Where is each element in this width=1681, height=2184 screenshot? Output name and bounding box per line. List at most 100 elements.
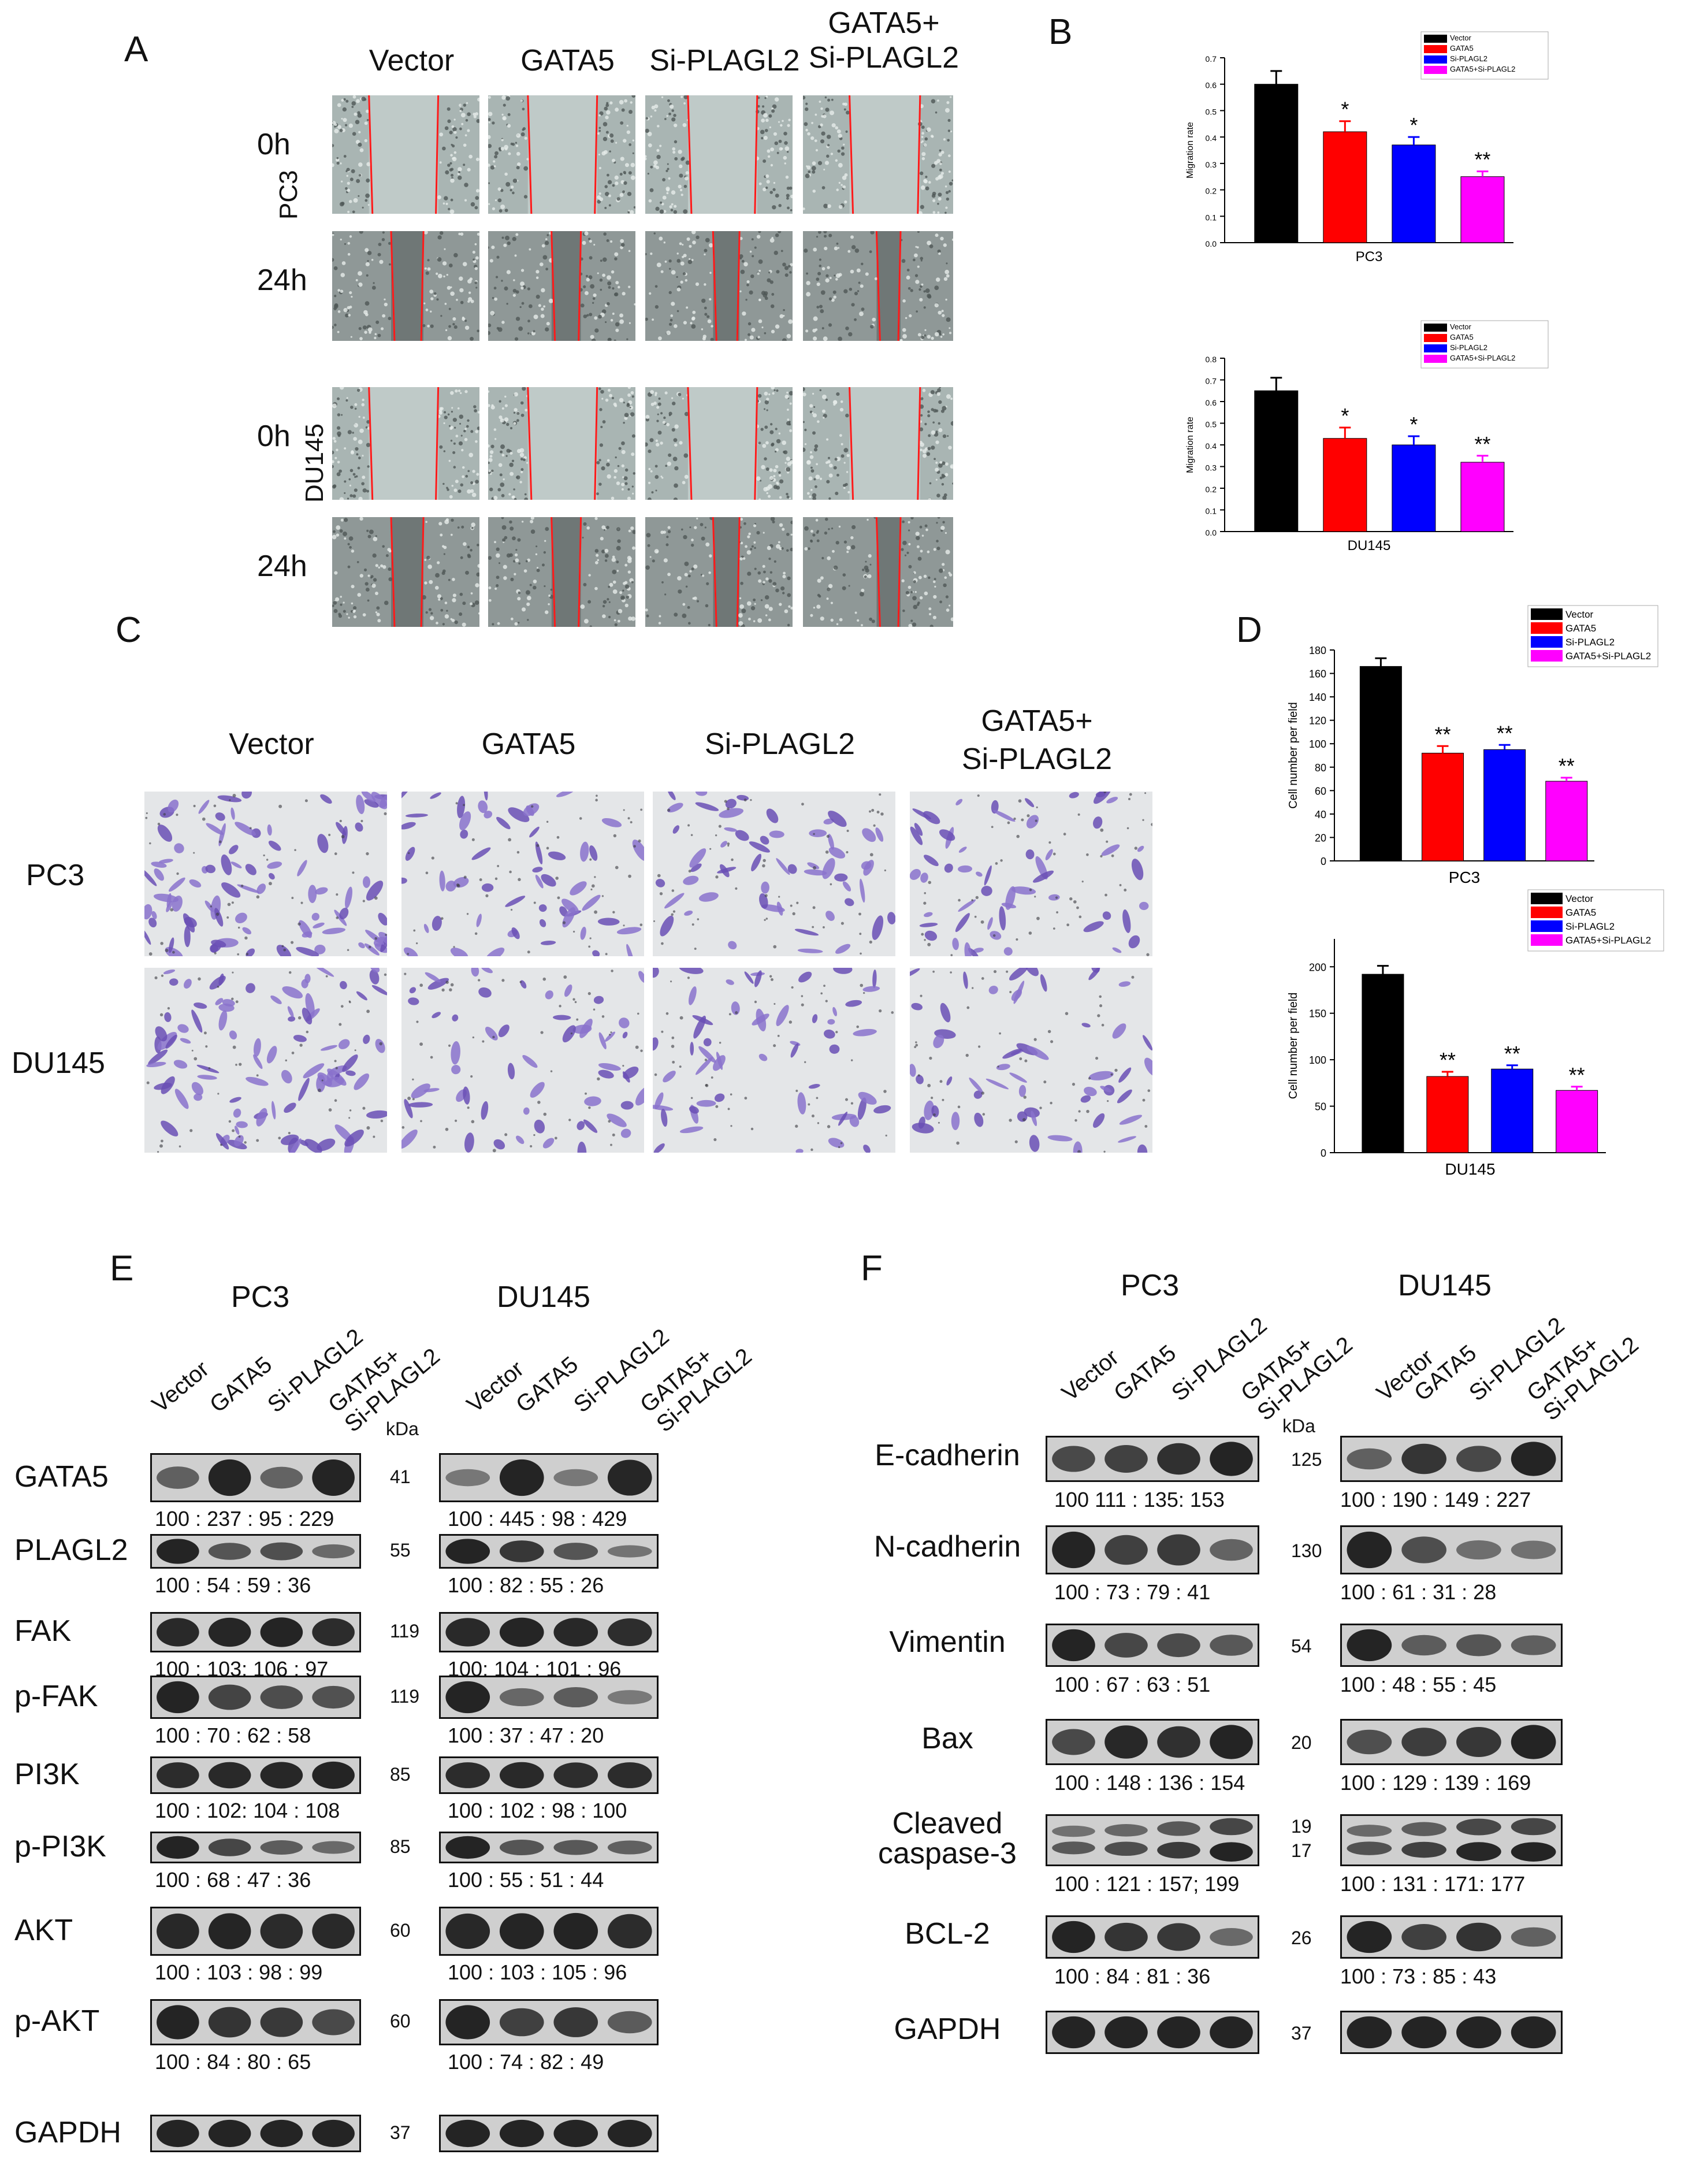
protein-label: p-PI3K <box>14 1829 106 1863</box>
kda-value: 130 <box>1291 1540 1322 1561</box>
densitometry-values: 100 : 131 : 171: 177 <box>1340 1872 1526 1896</box>
y-axis-label: Migration rate <box>1185 122 1195 179</box>
timepoint-label: 24h <box>257 549 307 583</box>
blot-strip <box>1046 1814 1259 1866</box>
significance-mark: * <box>1409 413 1418 436</box>
lane-label: GATA5 <box>1109 1340 1181 1406</box>
legend-entry: GATA5+Si-PLAGL2 <box>1565 651 1651 662</box>
bar <box>1323 438 1367 532</box>
blot-strip <box>439 1907 659 1956</box>
protein-label: GATA5 <box>14 1459 109 1494</box>
y-tick-label: 0.2 <box>1206 187 1217 196</box>
densitometry-values: 100 : 73 : 85 : 43 <box>1340 1964 1497 1988</box>
protein-label: BCL-2 <box>905 1916 990 1951</box>
bar <box>1483 749 1526 861</box>
y-tick-label: 0.2 <box>1206 485 1217 494</box>
column-header-a: Si-PLAGL2 <box>649 44 800 77</box>
y-tick-label: 0.0 <box>1206 239 1217 248</box>
bar <box>1422 752 1464 861</box>
densitometry-values: 100 : 190 : 149 : 227 <box>1340 1488 1531 1511</box>
significance-mark: ** <box>1434 722 1451 746</box>
protein-label: FAK <box>14 1614 72 1648</box>
densitometry-values: 100 : 84 : 80 : 65 <box>155 2050 311 2074</box>
kda-value: 125 <box>1291 1449 1322 1470</box>
wound-healing-image <box>332 95 479 214</box>
densitometry-values: 100 : 54 : 59 : 36 <box>155 1573 311 1597</box>
kda-value: 60 <box>390 1919 411 1941</box>
densitometry-values: 100 : 445 : 98 : 429 <box>448 1507 627 1531</box>
blot-strip <box>1340 1719 1563 1765</box>
y-tick-label: 20 <box>1315 832 1326 844</box>
kda-value: 119 <box>390 1621 420 1641</box>
panel-letter-a: A <box>124 29 148 69</box>
panel-letter-d: D <box>1236 610 1262 650</box>
wound-healing-image <box>645 231 793 341</box>
blot-strip <box>1046 2011 1259 2054</box>
cell-line-label-c: PC3 <box>26 859 85 892</box>
kda-value: 19 17 <box>1291 1816 1312 1861</box>
y-tick-label: 0.4 <box>1206 441 1217 451</box>
kda-header: kDa <box>386 1418 419 1439</box>
transwell-image <box>401 968 644 1153</box>
blot-strip <box>150 1453 361 1502</box>
blot-strip <box>1046 1915 1259 1959</box>
densitometry-values: 100 : 102 : 98 : 100 <box>448 1799 627 1822</box>
kda-value: 20 <box>1291 1732 1312 1753</box>
blot-strip <box>1046 1624 1259 1667</box>
wound-healing-image <box>803 231 953 341</box>
y-tick-label: 0.1 <box>1206 213 1217 222</box>
legend-entry: GATA5+Si-PLAGL2 <box>1565 935 1651 946</box>
blot-strip <box>1340 2011 1563 2054</box>
densitometry-values: 100 : 103 : 98 : 99 <box>155 1960 323 1984</box>
bar <box>1460 176 1505 243</box>
densitometry-values: 100 : 103 : 105 : 96 <box>448 1960 627 1984</box>
blot-strip <box>150 1907 361 1956</box>
densitometry-values: 100 : 55 : 51 : 44 <box>448 1868 604 1892</box>
kda-value: 54 <box>1291 1635 1312 1656</box>
y-tick-label: 50 <box>1315 1101 1326 1113</box>
kda-header: kDa <box>1282 1416 1315 1436</box>
legend-entry: Vector <box>1565 893 1594 904</box>
lane-label: GATA5 <box>511 1351 583 1418</box>
y-tick-label: 100 <box>1309 738 1326 750</box>
y-tick-label: 0.0 <box>1206 528 1217 537</box>
densitometry-values: 100 : 37 : 47 : 20 <box>448 1724 604 1747</box>
wound-healing-image <box>803 95 953 214</box>
significance-mark: ** <box>1474 432 1490 456</box>
blot-strip <box>439 1453 659 1502</box>
protein-label: N-cadherin <box>873 1529 1021 1563</box>
legend-entry: GATA5 <box>1565 623 1596 634</box>
legend-entry: Vector <box>1565 609 1594 620</box>
kda-value: 41 <box>390 1466 411 1487</box>
legend-entry: GATA5 <box>1565 907 1596 918</box>
protein-label: Bax <box>921 1722 973 1755</box>
kda-value: 60 <box>390 2011 411 2031</box>
blot-strip <box>150 1612 361 1652</box>
significance-mark: * <box>1409 113 1418 137</box>
blot-strip <box>150 1832 361 1863</box>
wound-healing-image <box>488 231 635 341</box>
blot-strip <box>439 1756 659 1794</box>
wound-healing-image <box>645 517 793 627</box>
cell-line-header-f: PC3 <box>1121 1269 1180 1302</box>
kda-value: 26 <box>1291 1927 1312 1948</box>
transwell-image <box>653 792 895 956</box>
bar <box>1323 131 1367 243</box>
legend-entry: GATA5 <box>1450 333 1474 341</box>
densitometry-values: 100 : 82 : 55 : 26 <box>448 1573 604 1597</box>
transwell-image <box>144 792 387 956</box>
column-header-c: Si-PLAGL2 <box>704 727 856 761</box>
kda-value: 37 <box>390 2122 411 2143</box>
densitometry-values: 100 : 148 : 136 : 154 <box>1054 1771 1245 1795</box>
wound-healing-image <box>488 387 635 500</box>
cell-line-header-e: DU145 <box>497 1280 590 1314</box>
protein-label: GAPDH <box>894 2012 1001 2046</box>
bar <box>1359 666 1402 861</box>
y-tick-label: 160 <box>1309 668 1326 680</box>
y-tick-label: 140 <box>1309 692 1326 703</box>
protein-label: Vimentin <box>889 1625 1006 1659</box>
significance-mark: ** <box>1474 148 1490 172</box>
wound-healing-image <box>803 387 953 500</box>
legend-entry: GATA5 <box>1450 44 1474 53</box>
kda-value: 85 <box>390 1763 411 1785</box>
